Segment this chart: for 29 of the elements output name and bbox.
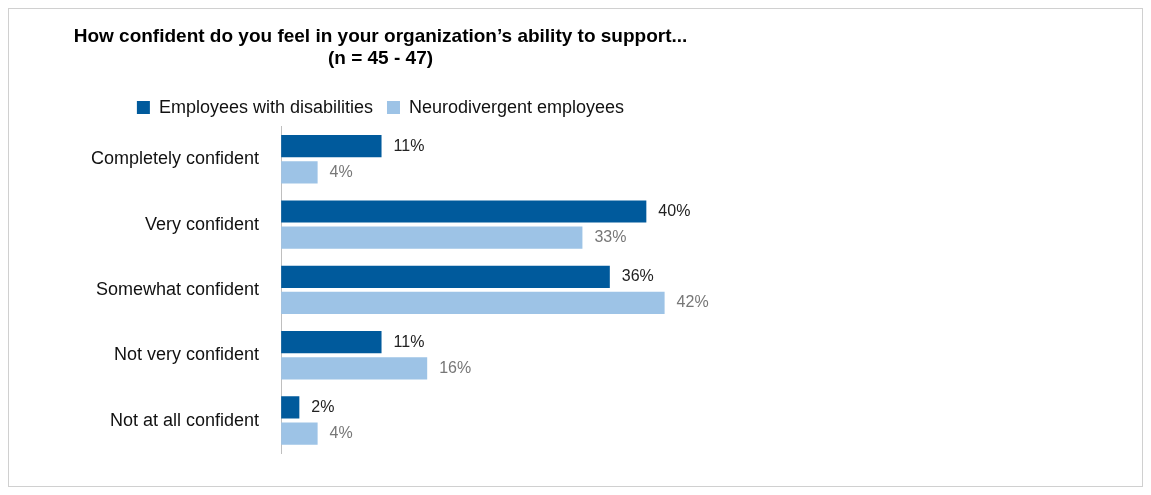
bar	[281, 331, 382, 354]
bar	[281, 135, 382, 158]
data-label: 11%	[393, 332, 425, 350]
data-label: 11%	[393, 136, 425, 154]
data-label: 42%	[676, 293, 709, 311]
data-label: 4%	[329, 162, 353, 180]
y-tick-label: Not very confident	[114, 344, 260, 365]
legend-label: Neurodivergent employees	[408, 96, 625, 117]
text: How confident do you feel in your organization’s ability to support...	[73, 24, 688, 46]
bar	[281, 161, 318, 184]
data-label: 16%	[439, 358, 472, 376]
y-tick-label: Not at all confident	[110, 409, 260, 430]
bar	[281, 396, 300, 419]
bar	[281, 422, 318, 445]
data-label: 4%	[329, 424, 353, 442]
y-tick-label: Somewhat confident	[95, 278, 260, 299]
legend-label: Employees with disabilities	[158, 96, 373, 117]
bar	[281, 357, 428, 380]
data-label: 33%	[594, 228, 627, 246]
data-label: 2%	[311, 397, 335, 415]
y-tick-label: Completely confident	[91, 148, 260, 169]
text: (n = 45 - 47)	[327, 47, 434, 69]
bar	[281, 200, 647, 223]
bar	[281, 226, 583, 249]
data-label: 36%	[621, 267, 654, 285]
data-label: 40%	[658, 201, 691, 219]
bar	[281, 265, 610, 288]
y-tick-label: Very confident	[145, 213, 260, 234]
bar	[281, 291, 665, 315]
